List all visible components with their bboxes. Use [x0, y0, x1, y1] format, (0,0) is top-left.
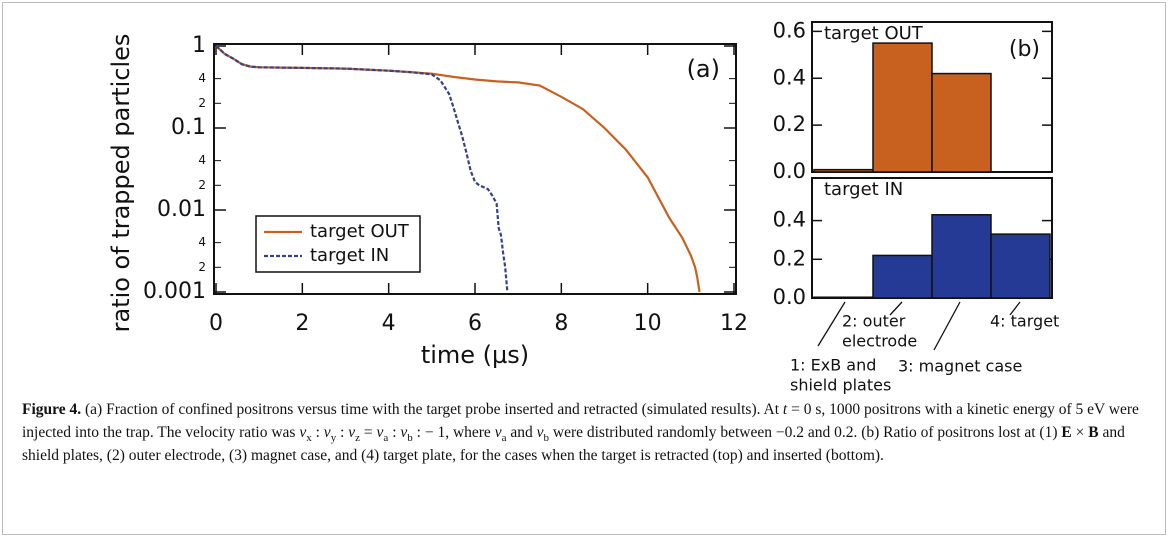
bar	[872, 42, 933, 173]
caption-text: and shield plates, (2) outer electrode, …	[22, 424, 1125, 464]
category-leader	[817, 301, 846, 347]
caption-bold: B	[1088, 424, 1099, 441]
panel-label: (b)	[1009, 37, 1040, 62]
bar	[990, 233, 1051, 299]
category-label: 4: target	[990, 312, 1059, 331]
caption-subscript: z	[355, 432, 361, 445]
caption-bold: Figure 4.	[22, 401, 82, 418]
x-tick-label: 10	[634, 311, 662, 336]
caption-text: = 0 s, 1000 positrons with a kinetic ene…	[22, 401, 1139, 441]
x-tick-label: 12	[720, 311, 748, 336]
category-leader	[933, 301, 961, 351]
x-tick-label: 2	[295, 311, 309, 336]
y-minor-tick-label: 2	[198, 96, 206, 110]
y-minor-tick-label: 4	[198, 235, 206, 249]
category-leader	[1009, 301, 1021, 316]
caption-text: (a) Fraction of confined positrons versu…	[81, 401, 783, 418]
x-tick-label: 4	[382, 311, 396, 336]
x-axis-label: time (µs)	[421, 341, 529, 369]
caption-subscript: a	[501, 432, 507, 445]
bar	[813, 168, 874, 173]
bar	[872, 254, 933, 299]
y-tick-label: 0.6	[773, 18, 806, 42]
caption-text: were distributed randomly between −0.2 a…	[549, 424, 1062, 441]
bar	[813, 296, 874, 299]
caption-text: :	[311, 424, 324, 441]
y-minor-tick-label: 2	[198, 260, 206, 274]
panel-label: (a)	[687, 55, 720, 83]
caption: Figure 4. (a) Fraction of confined posit…	[22, 398, 1142, 467]
category-label: 1: ExB and	[790, 356, 876, 375]
caption-subscript: a	[383, 432, 389, 445]
category-leader	[889, 301, 903, 316]
bar	[931, 214, 992, 299]
y-minor-tick-label: 4	[198, 71, 206, 85]
bar	[931, 72, 992, 173]
caption-italic: v	[376, 424, 384, 441]
caption-subscript: b	[543, 432, 550, 445]
y-tick-label: 0.0	[773, 159, 806, 183]
y-axis-label: ratio of trapped particles	[107, 34, 135, 333]
legend-box	[255, 215, 421, 273]
y-tick-label: 0.4	[773, 208, 806, 232]
caption-italic: v	[536, 424, 544, 441]
panel-annotation: target IN	[824, 179, 903, 200]
caption-text: ×	[1071, 424, 1089, 441]
caption-subscript: b	[407, 432, 413, 445]
x-tick-label: 0	[209, 311, 223, 336]
category-label: shield plates	[790, 376, 891, 395]
caption-italic: v	[400, 424, 408, 441]
y-minor-tick-label: 4	[198, 153, 206, 167]
caption-subscript: y	[330, 432, 337, 445]
caption-text: :	[388, 424, 401, 441]
category-label: 2: outer	[842, 312, 906, 331]
legend-label: target IN	[310, 245, 389, 266]
legend-label: target OUT	[310, 221, 410, 242]
y-minor-tick-label: 2	[198, 178, 206, 192]
caption-subscript: x	[306, 432, 312, 445]
caption-text: =	[360, 424, 377, 441]
caption-italic: v	[494, 424, 502, 441]
y-tick-label: 0.2	[773, 112, 806, 136]
y-tick-label: 1	[192, 33, 206, 58]
series-line	[215, 45, 509, 293]
y-tick-label: 0.4	[773, 65, 806, 89]
category-label: electrode	[842, 332, 917, 351]
x-tick-label: 6	[468, 311, 482, 336]
y-tick-label: 0.2	[773, 246, 806, 270]
x-tick-label: 8	[554, 311, 568, 336]
caption-text: : − 1, where	[412, 424, 495, 441]
caption-italic: v	[323, 424, 331, 441]
caption-text: :	[336, 424, 349, 441]
caption-italic: t	[782, 401, 788, 418]
caption-bold: E	[1061, 424, 1072, 441]
y-tick-label: 0.1	[171, 115, 206, 140]
category-label: 3: magnet case	[898, 357, 1022, 376]
y-tick-label: 0.001	[143, 279, 206, 304]
y-tick-label: 0.0	[773, 285, 806, 309]
caption-italic: v	[348, 424, 356, 441]
panel-annotation: target OUT	[824, 23, 924, 44]
y-tick-label: 0.01	[157, 197, 206, 222]
caption-italic: v	[299, 424, 307, 441]
caption-text: and	[506, 424, 537, 441]
